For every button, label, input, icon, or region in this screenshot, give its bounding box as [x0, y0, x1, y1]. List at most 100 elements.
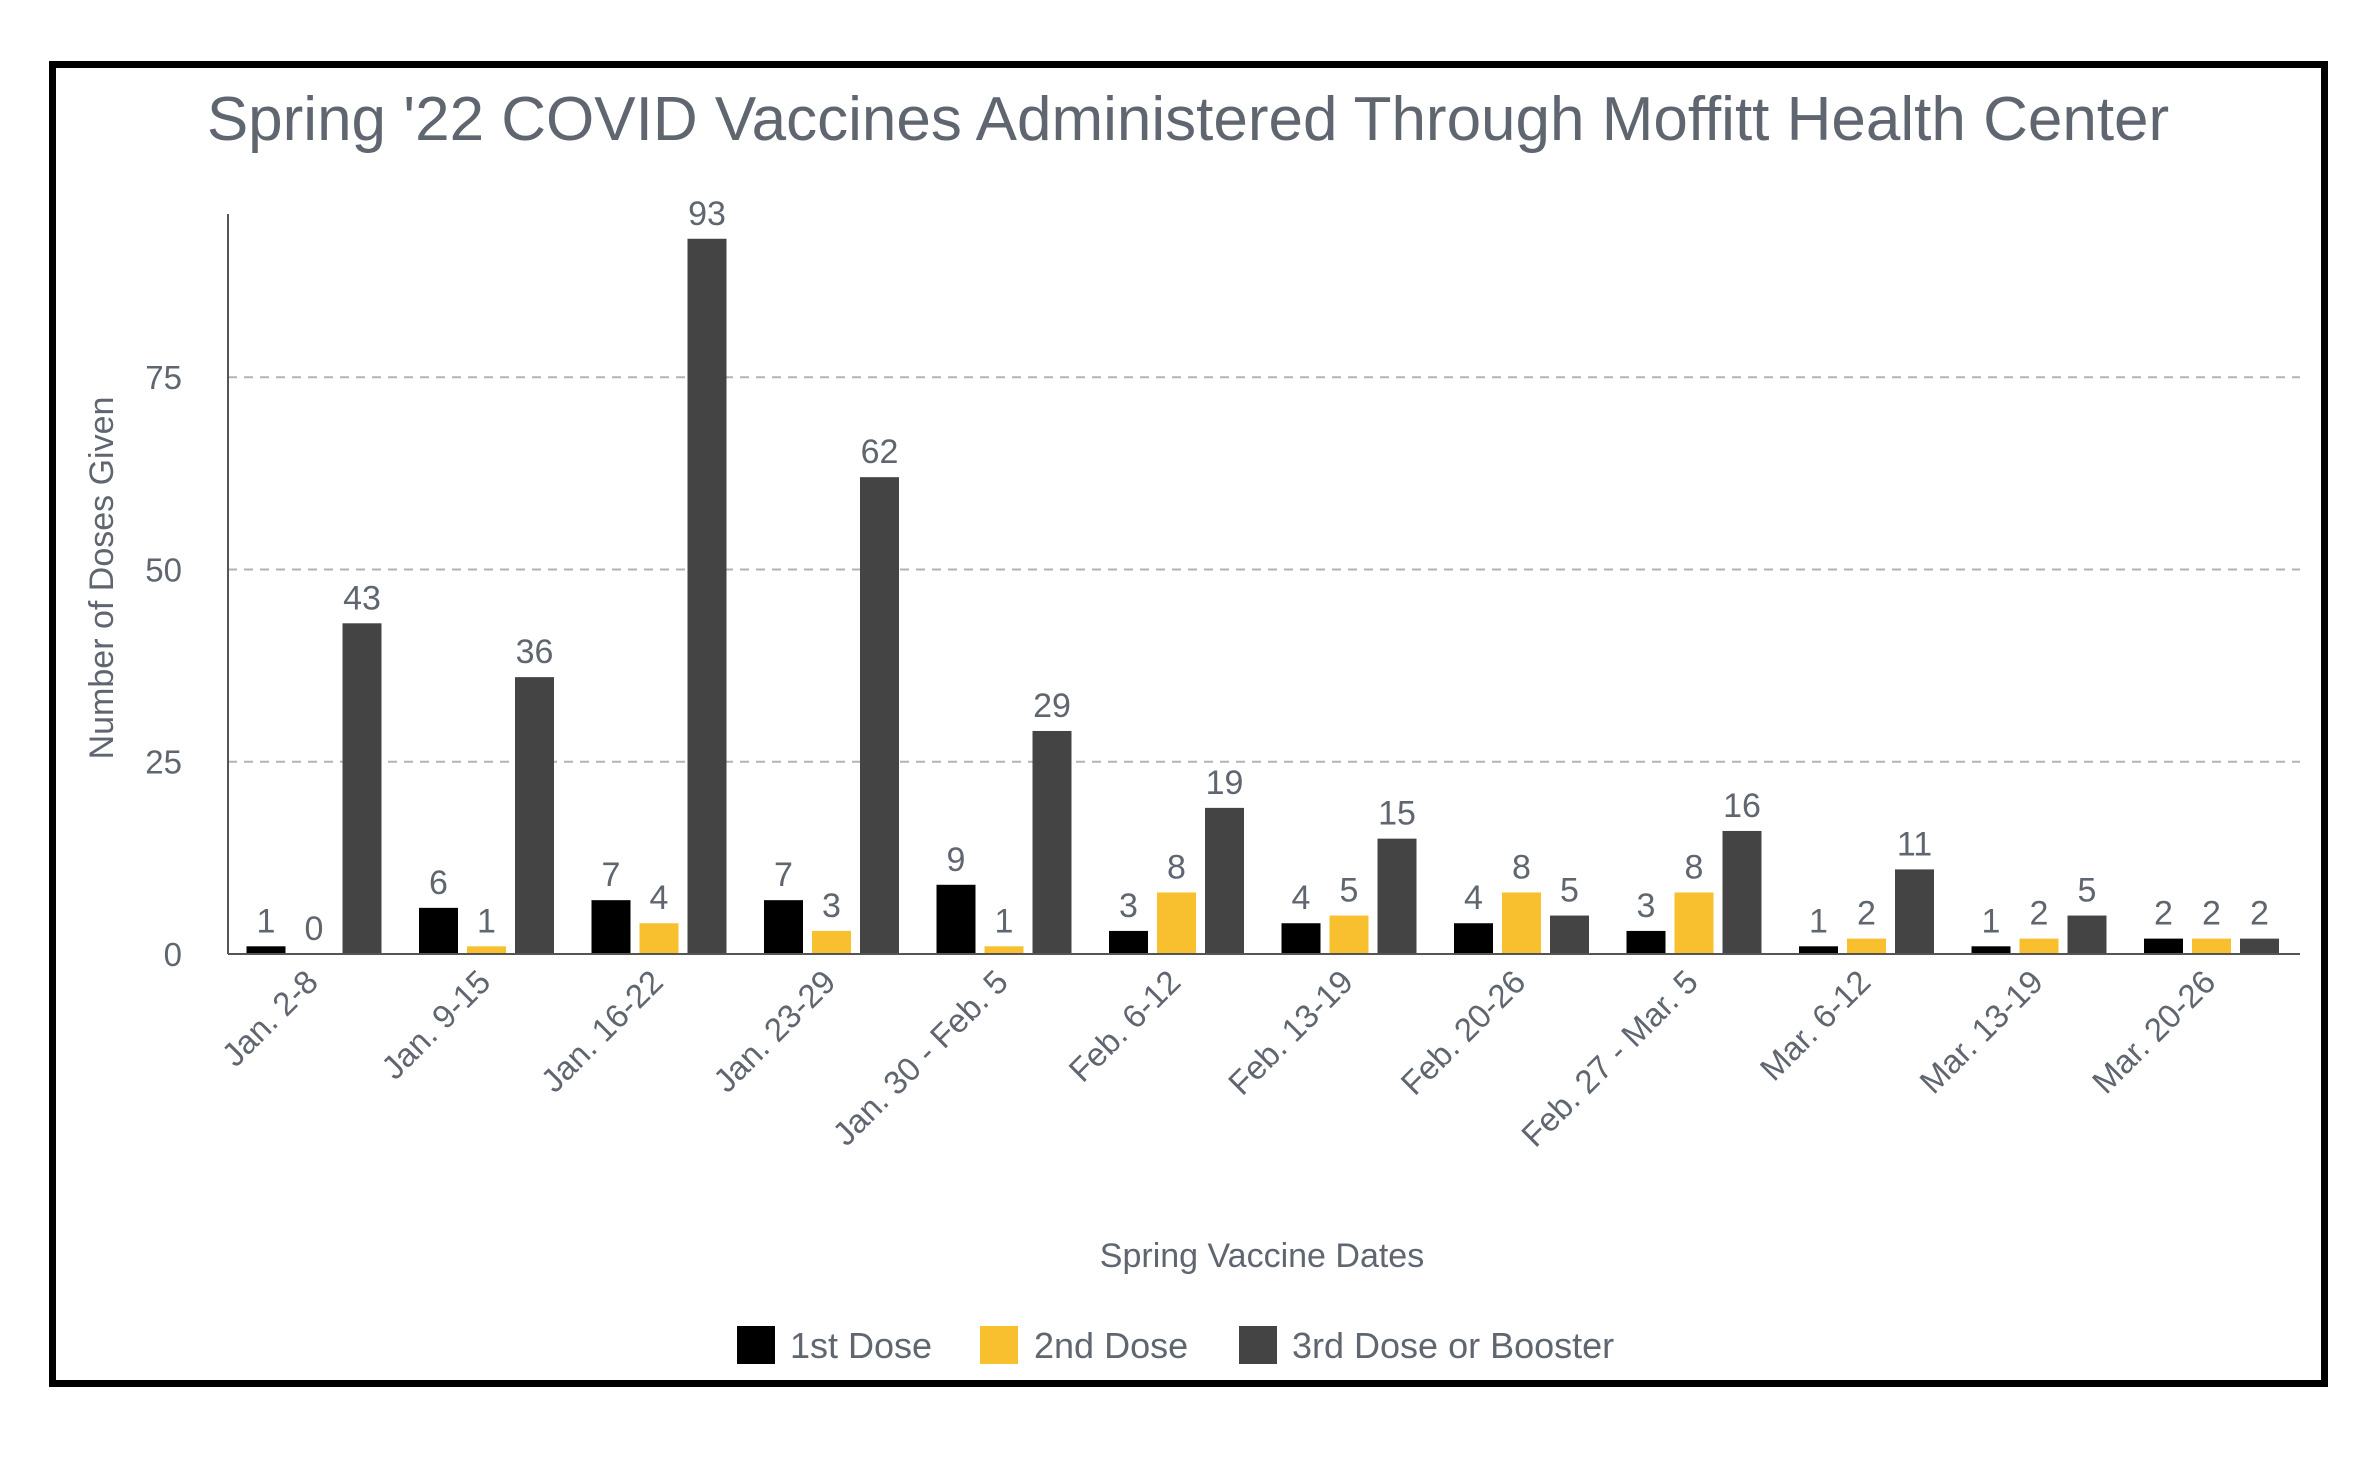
data-label: 8: [1512, 848, 1531, 886]
data-label: 15: [1378, 795, 1416, 833]
legend-label: 1st Dose: [790, 1325, 932, 1366]
x-tick-label: Mar. 6-12: [1753, 963, 1878, 1088]
bar: [1626, 930, 1666, 954]
bars: [246, 238, 2279, 955]
data-label: 3: [1119, 887, 1138, 925]
bar: [812, 930, 851, 954]
bar: [1895, 869, 1934, 954]
data-label: 2: [2030, 895, 2049, 933]
data-label: 19: [1206, 764, 1244, 802]
data-label: 62: [861, 433, 899, 471]
x-tick-label: Jan. 2-8: [214, 963, 324, 1073]
data-label: 36: [516, 633, 554, 671]
bar: [860, 477, 899, 954]
chart-frame: [49, 61, 2328, 1387]
data-label: 1: [1809, 902, 1828, 940]
data-label: 1: [995, 902, 1014, 940]
data-label: 9: [947, 841, 966, 879]
data-label: 1: [477, 902, 496, 940]
x-tick-label: Jan. 23-29: [706, 963, 842, 1099]
legend-swatch: [980, 1326, 1018, 1364]
bar: [936, 884, 976, 954]
bar: [2067, 915, 2107, 954]
x-tick-label: Jan. 9-15: [374, 963, 497, 1086]
bar: [1454, 923, 1493, 954]
bar: [639, 923, 679, 954]
bar: [2019, 938, 2059, 954]
data-label: 7: [602, 856, 621, 894]
bar: [1799, 946, 1838, 954]
data-label: 2: [2250, 895, 2269, 933]
bar: [467, 946, 506, 954]
data-label: 5: [1560, 872, 1579, 910]
x-tick-label: Feb. 20-26: [1393, 963, 1532, 1102]
bar: [246, 946, 286, 954]
data-label: 3: [822, 887, 841, 925]
data-label: 0: [305, 910, 324, 948]
bar: [1032, 730, 1072, 954]
data-label: 2: [1857, 895, 1876, 933]
data-label: 29: [1033, 687, 1071, 725]
x-tick-label: Feb. 27 - Mar. 5: [1514, 963, 1705, 1154]
bar: [1109, 930, 1148, 954]
bar: [1502, 892, 1541, 954]
data-label: 5: [1340, 872, 1359, 910]
bar: [1205, 807, 1244, 954]
legend-label: 2nd Dose: [1034, 1325, 1188, 1366]
y-tick-label: 75: [145, 359, 182, 396]
data-label: 6: [429, 864, 448, 902]
bar: [1329, 915, 1369, 954]
bar: [419, 907, 458, 954]
x-axis-title: Spring Vaccine Dates: [1100, 1237, 1424, 1275]
chart-title: Spring '22 COVID Vaccines Administered T…: [207, 85, 2169, 154]
bar: [2144, 938, 2183, 954]
y-tick-label: 25: [145, 744, 182, 781]
data-label: 3: [1637, 887, 1656, 925]
legend-label: 3rd Dose or Booster: [1292, 1325, 1614, 1366]
bar: [687, 238, 727, 955]
data-label: 1: [1982, 902, 2001, 940]
data-label: 2: [2202, 895, 2221, 933]
bar: [2192, 938, 2231, 954]
bar: [984, 946, 1024, 954]
x-tick-label: Mar. 13-19: [1912, 963, 2050, 1101]
data-label: 43: [343, 579, 381, 617]
x-tick-label: Feb. 6-12: [1061, 963, 1187, 1089]
bar: [515, 677, 554, 954]
data-label: 2: [2154, 895, 2173, 933]
data-label: 8: [1167, 848, 1186, 886]
data-label: 7: [774, 856, 793, 894]
data-label: 16: [1723, 787, 1761, 825]
bar: [1971, 946, 2011, 954]
data-label: 8: [1685, 848, 1704, 886]
legend-swatch: [737, 1326, 775, 1364]
y-tick-label: 50: [145, 551, 182, 588]
bar: [1281, 923, 1321, 954]
legend: 1st Dose 2nd Dose 3rd Dose or Booster: [737, 1325, 1614, 1366]
x-tick-label: Feb. 13-19: [1221, 963, 1360, 1102]
data-label: 1: [257, 902, 276, 940]
bar: [342, 623, 382, 954]
legend-swatch: [1239, 1326, 1277, 1364]
x-tick-label: Jan. 30 - Feb. 5: [825, 963, 1015, 1153]
x-tick-label: Mar. 20-26: [2085, 963, 2223, 1101]
data-label: 4: [1292, 879, 1311, 917]
bar: [1550, 915, 1589, 954]
bar: [1674, 892, 1714, 954]
y-tick-label: 0: [164, 936, 182, 973]
bar: [1722, 830, 1762, 954]
data-label: 11: [1897, 825, 1932, 863]
data-label: 5: [2078, 872, 2097, 910]
data-label: 4: [1464, 879, 1483, 917]
data-label: 93: [688, 195, 726, 233]
y-axis-title: Number of Doses Given: [83, 397, 121, 760]
bar: [764, 900, 803, 954]
bar: [1377, 838, 1417, 954]
x-tick-label: Jan. 16-22: [534, 963, 670, 1099]
data-label: 4: [650, 879, 669, 917]
bar: [1847, 938, 1886, 954]
bar: [1157, 892, 1196, 954]
